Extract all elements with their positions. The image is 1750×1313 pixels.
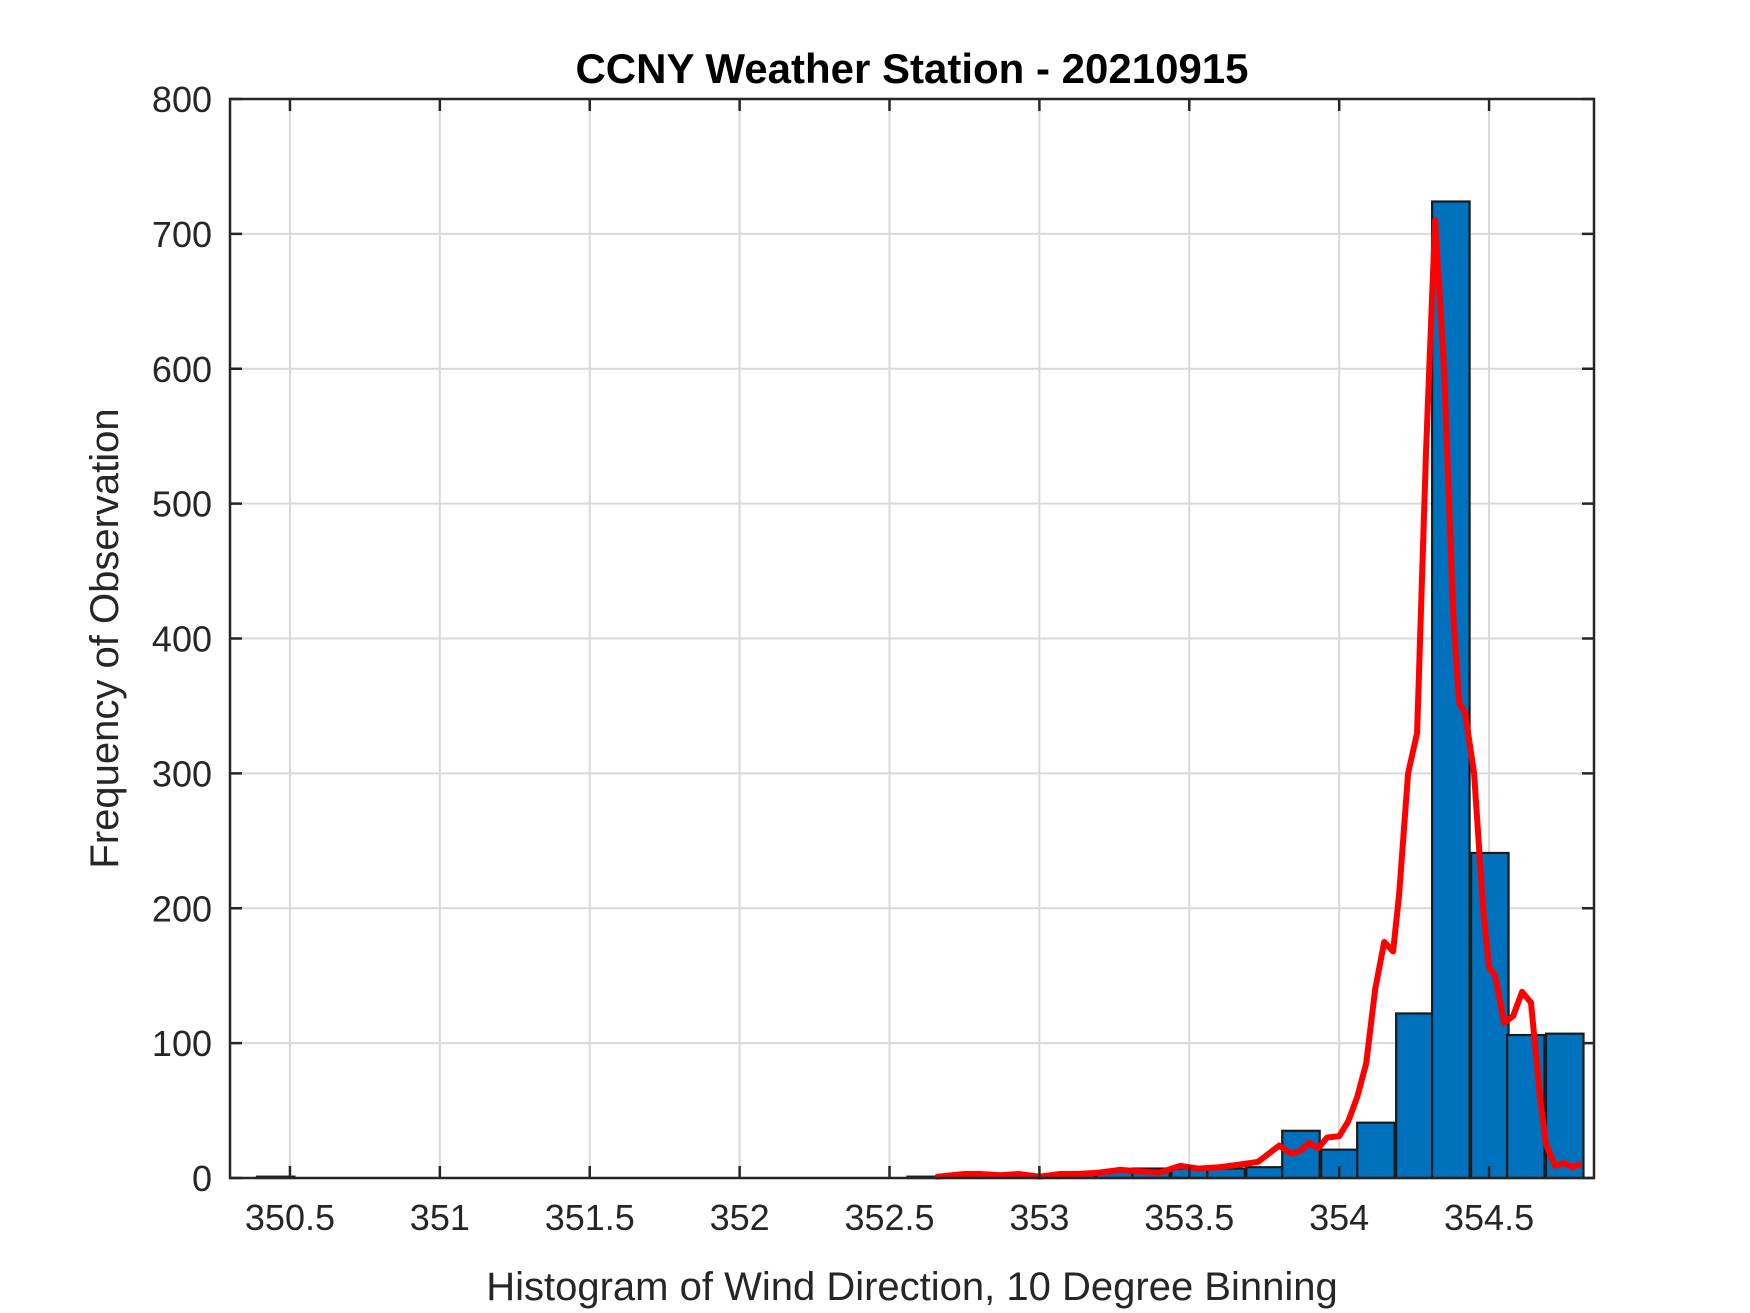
- histogram-bar: [1245, 1166, 1285, 1180]
- x-tick-label: 354: [1309, 1197, 1369, 1238]
- y-tick-label: 400: [152, 619, 212, 660]
- y-tick-label: 100: [152, 1023, 212, 1064]
- chart-title: CCNY Weather Station - 20210915: [575, 45, 1248, 92]
- x-tick-label: 353.5: [1144, 1197, 1234, 1238]
- y-tick-label: 200: [152, 888, 212, 929]
- y-tick-label: 300: [152, 753, 212, 794]
- y-tick-label: 0: [192, 1158, 212, 1199]
- grid-lines: [230, 99, 1594, 1178]
- x-tick-label: 351: [410, 1197, 470, 1238]
- x-tick-label: 352: [710, 1197, 770, 1238]
- density-curve-layer: [934, 217, 1582, 1180]
- x-tick-label: 351.5: [545, 1197, 635, 1238]
- y-tick-label: 600: [152, 349, 212, 390]
- x-axis-label: Histogram of Wind Direction, 10 Degree B…: [486, 1265, 1338, 1309]
- y-tick-label: 800: [152, 79, 212, 120]
- histogram-bar: [1431, 200, 1471, 1180]
- x-tick-label: 350.5: [245, 1197, 335, 1238]
- density-curve: [934, 217, 1582, 1180]
- x-tick-label: 352.5: [844, 1197, 934, 1238]
- y-tick-label: 500: [152, 484, 212, 525]
- tick-labels: 350.5 351 351.5 352 352.5 353 353.5 354 354.5 0 10…: [152, 79, 1534, 1238]
- y-axis-label: Frequency of Observation: [83, 408, 127, 868]
- y-tick-label: 700: [152, 214, 212, 255]
- x-tick-label: 353: [1009, 1197, 1069, 1238]
- tick-marks: [230, 97, 1594, 1180]
- histogram-bar: [1395, 1012, 1435, 1180]
- x-tick-label: 354.5: [1444, 1197, 1534, 1238]
- histogram-bar: [1356, 1121, 1396, 1180]
